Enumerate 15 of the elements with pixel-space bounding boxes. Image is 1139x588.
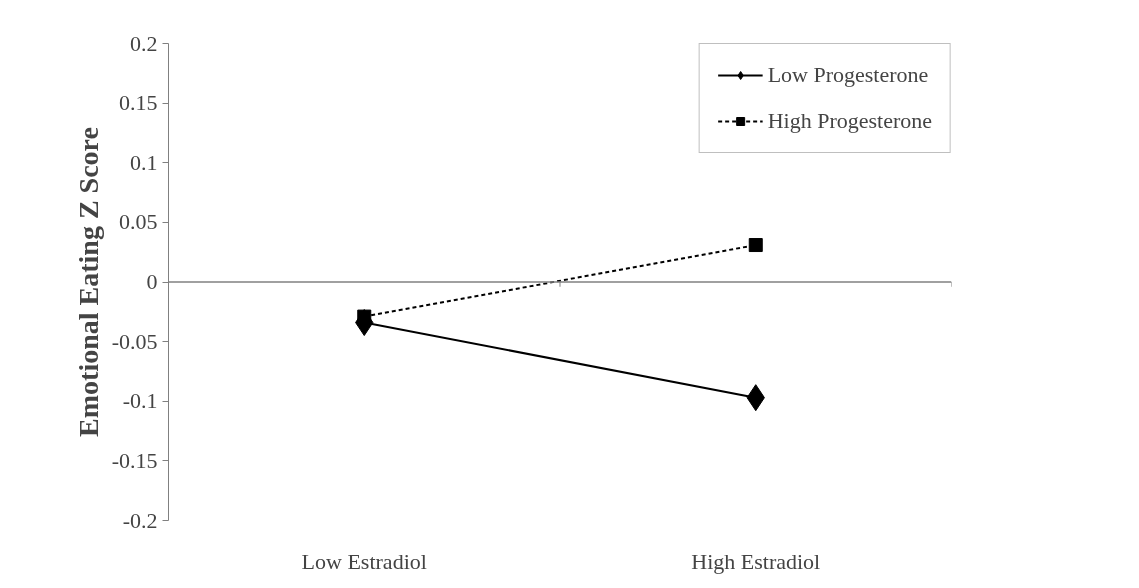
y-tick-label: -0.05 <box>111 328 158 354</box>
x-tick-label: Low Estradiol <box>301 548 427 574</box>
y-tick-label: 0.1 <box>130 149 158 175</box>
legend-label: Low Progesterone <box>767 62 929 88</box>
y-tick-label: 0 <box>146 269 158 294</box>
point <box>748 238 763 253</box>
y-tick-label: 0.15 <box>119 90 158 116</box>
y-tick-label: -0.15 <box>111 447 158 473</box>
y-tick-label: 0.2 <box>130 30 158 56</box>
y-tick-label: -0.2 <box>122 507 158 533</box>
y-tick-label: -0.1 <box>122 388 158 414</box>
legend-label: High Progesterone <box>767 108 932 134</box>
y-axis-title: Emotional Eating Z Score <box>72 127 104 437</box>
x-tick-label: High Estradiol <box>691 548 821 574</box>
y-tick-label: 0.05 <box>119 209 158 235</box>
